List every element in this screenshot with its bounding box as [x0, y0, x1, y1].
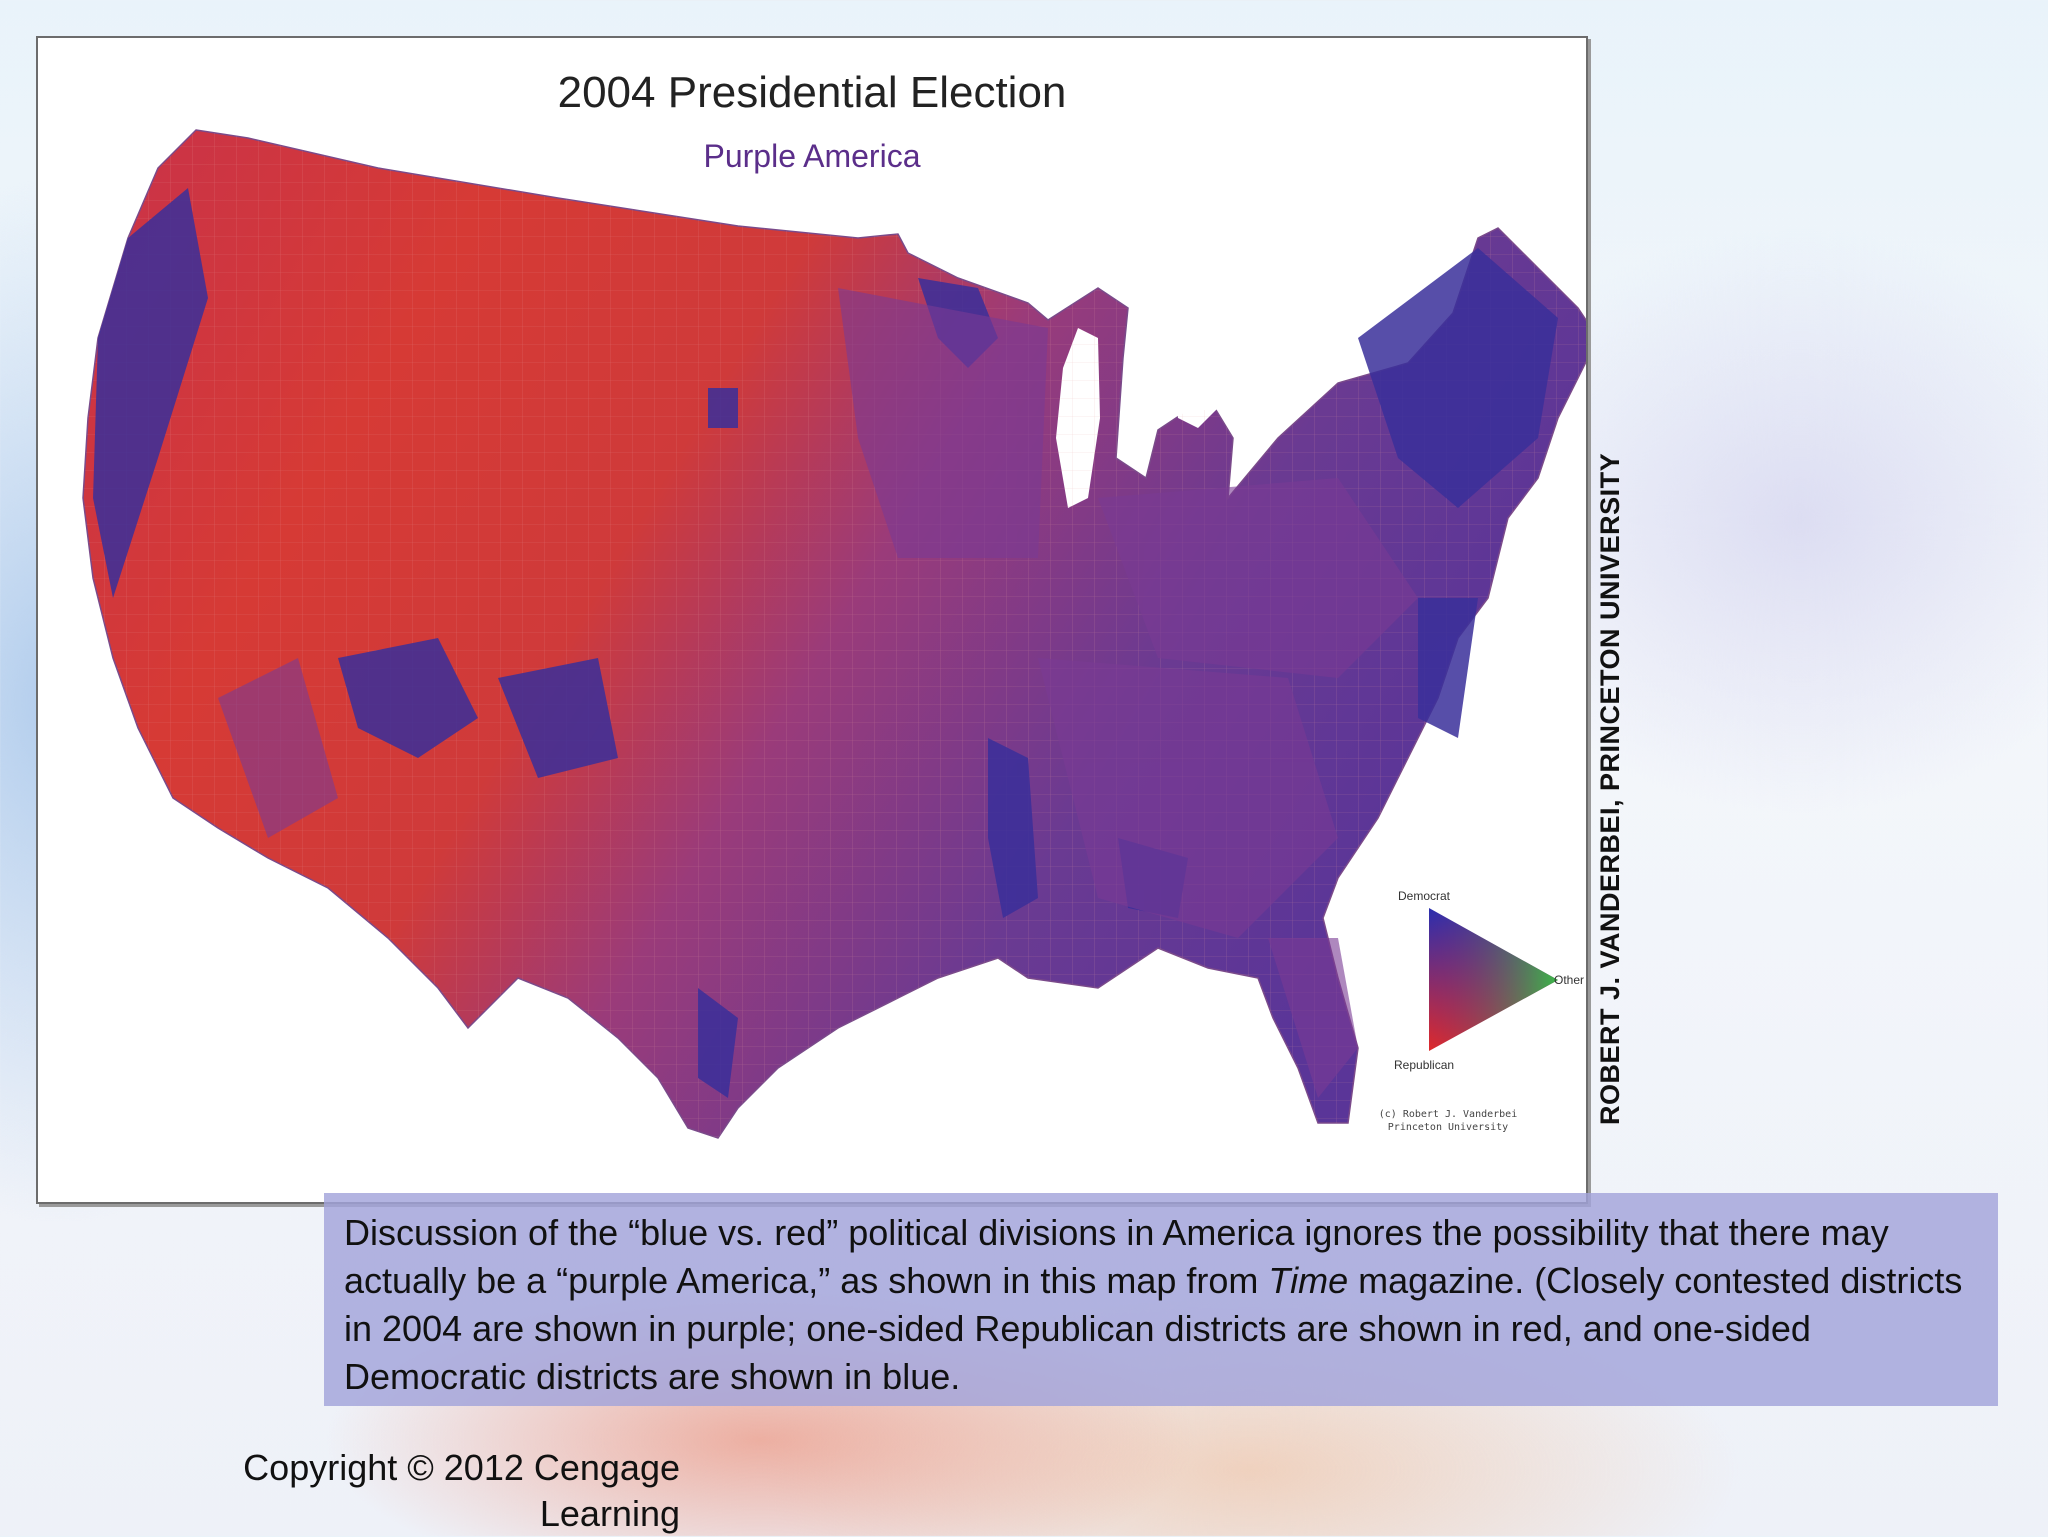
legend-democrat-label: Democrat [1398, 889, 1451, 903]
caption-box: Discussion of the “blue vs. red” politic… [324, 1193, 1998, 1406]
legend-other-label: Other [1554, 973, 1584, 987]
purple-regions [218, 288, 1418, 1098]
caption-part-2: magazine. (Closely contested districts i… [344, 1260, 1963, 1397]
copyright-notice: Copyright © 2012 Cengage Learning [243, 1447, 680, 1534]
legend-republican-label: Republican [1394, 1058, 1454, 1072]
map-title: 2004 Presidential Election [557, 68, 1067, 117]
caption-part-1: Discussion of the “blue vs. red” politic… [344, 1212, 1889, 1301]
color-legend: Democrat Other Republican [1394, 889, 1584, 1072]
map-credit-line-2: Princeton University [1387, 1122, 1509, 1133]
map-credit-line-1: (c) Robert J. Vanderbei [1378, 1109, 1518, 1120]
caption-italic: Time [1268, 1260, 1349, 1301]
map-frame: Democrat Other Republican 2004 President… [36, 36, 1588, 1204]
democrat-regions [93, 188, 1558, 1098]
caption-text: Discussion of the “blue vs. red” politic… [344, 1209, 1978, 1401]
photo-credit-vertical: ROBERT J. VANDERBEI, PRINCETON UNIVERSIT… [1595, 452, 1625, 1125]
map-subtitle: Purple America [703, 138, 921, 174]
us-county-map: Democrat Other Republican [82, 129, 1586, 1139]
map-credit: (c) Robert J. Vanderbei Princeton Univer… [1348, 1108, 1548, 1134]
